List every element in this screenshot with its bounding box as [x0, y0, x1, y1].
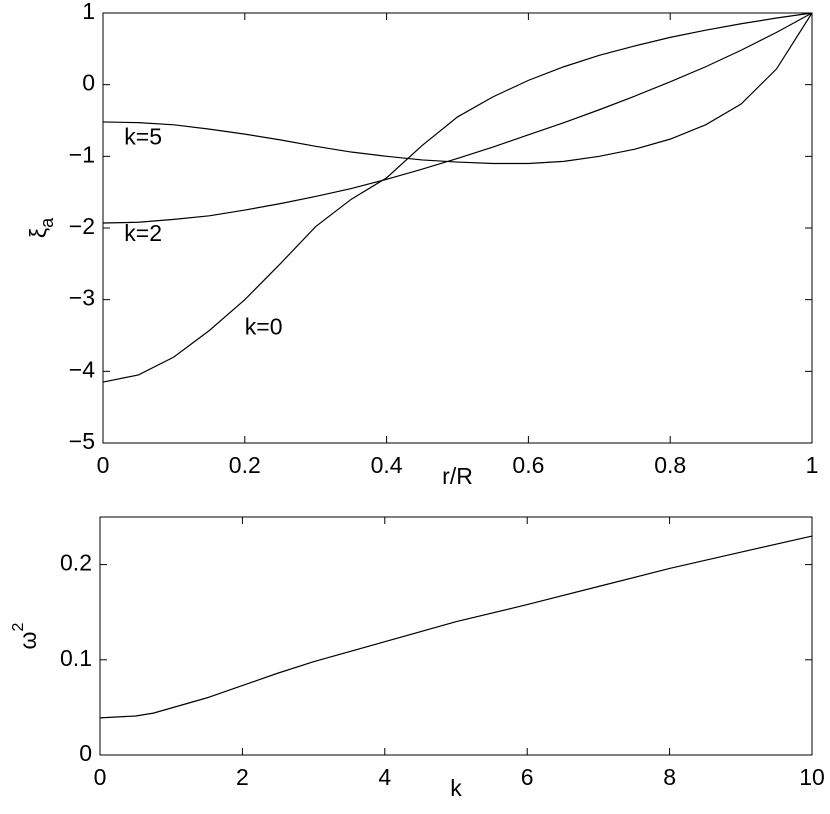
plot-frame [99, 516, 813, 756]
curve [102, 12, 813, 383]
x-tick-label: 0 [97, 452, 110, 478]
y-axis-label: ξa [25, 217, 57, 238]
curve-annotation: k=0 [245, 313, 283, 339]
y-axis-label: ω2 [10, 622, 41, 649]
y-axis-symbol: ξ [25, 228, 51, 238]
x-tick-label: 0 [94, 764, 107, 790]
y-tick-label: −2 [69, 213, 95, 239]
x-tick-label: 0.4 [371, 452, 403, 478]
y-tick-label: −1 [69, 141, 95, 167]
x-tick-label: 4 [378, 764, 391, 790]
x-tick-label: 0.8 [654, 452, 686, 478]
x-tick-label: 6 [521, 764, 534, 790]
y-axis-superscript: 2 [10, 622, 27, 631]
y-tick-label: 0 [82, 70, 95, 96]
y-axis-subscript: a [37, 217, 57, 228]
y-tick-label: −4 [69, 356, 95, 382]
x-tick-label: 0.2 [229, 452, 261, 478]
x-tick-label: 1 [806, 452, 819, 478]
x-tick-label: 8 [663, 764, 676, 790]
x-axis-label: r/R [442, 463, 473, 489]
x-tick-label: 10 [799, 764, 825, 790]
x-tick-label: 2 [236, 764, 249, 790]
y-tick-label: 1 [82, 0, 95, 24]
plot-frame [102, 12, 813, 444]
y-tick-label: −3 [69, 285, 95, 311]
y-tick-label: −5 [69, 428, 95, 454]
curve [102, 12, 813, 224]
x-tick-label: 0.6 [512, 452, 544, 478]
x-axis-label: k [450, 775, 462, 801]
y-tick-label: 0.1 [60, 645, 92, 671]
y-axis-symbol: ω [15, 631, 41, 649]
y-tick-label: 0.2 [60, 550, 92, 576]
curve-annotation: k=5 [124, 123, 162, 149]
y-tick-label: 0 [79, 740, 92, 766]
curve [102, 12, 813, 165]
curve [99, 535, 813, 719]
curve-annotation: k=2 [124, 220, 162, 246]
